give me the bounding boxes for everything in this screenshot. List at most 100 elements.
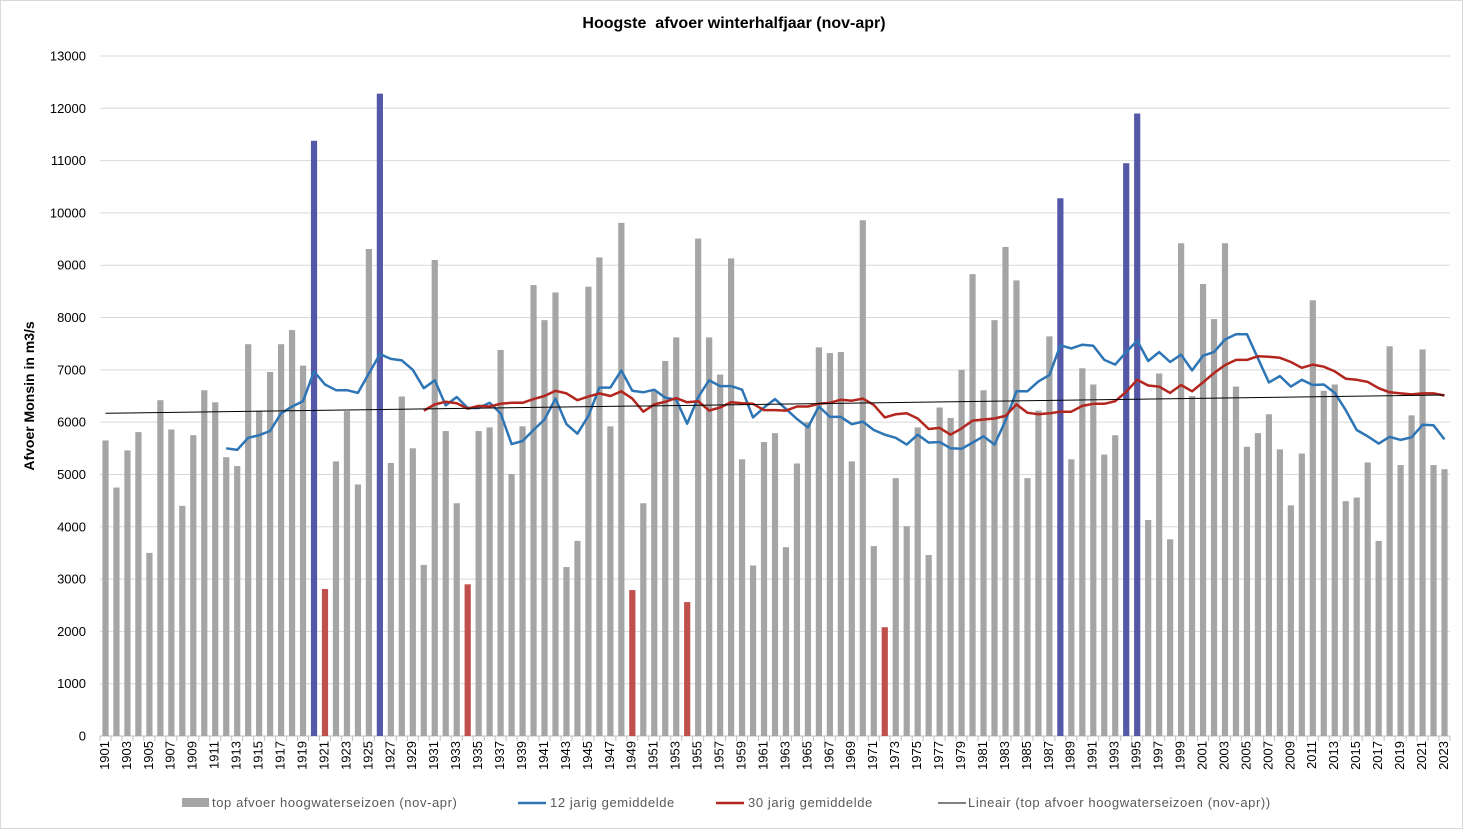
bar-1979	[958, 369, 965, 736]
bar-1944	[574, 540, 581, 736]
bar-1946	[596, 257, 603, 736]
bar-2007	[1265, 414, 1273, 736]
bar-1908	[179, 505, 186, 736]
bar-1906	[157, 400, 164, 736]
bar-1928	[398, 396, 405, 736]
bar-1924	[354, 484, 362, 736]
x-tick-label: 1989	[1063, 741, 1078, 770]
bar-1982	[991, 320, 998, 736]
x-tick-label: 1905	[141, 741, 156, 770]
x-tick-label: 1919	[294, 741, 309, 770]
bar-1993	[1112, 435, 1119, 736]
bar-1936	[486, 427, 493, 736]
bar-1945	[585, 286, 592, 736]
bar-2002	[1210, 319, 1218, 736]
x-tick-label: 1993	[1107, 741, 1122, 770]
bar-1965	[804, 422, 812, 736]
x-tick-label: 1983	[997, 741, 1012, 770]
bar-2010	[1298, 453, 1305, 736]
x-tick-label: 1977	[931, 741, 946, 770]
bar-1910	[201, 390, 208, 736]
bar-1919	[299, 365, 307, 736]
bar-1903	[124, 450, 131, 736]
bar-1950	[640, 503, 647, 736]
x-tick-label: 1995	[1129, 741, 1144, 770]
bar-1969	[848, 461, 855, 736]
bar-1962	[771, 433, 779, 736]
x-tick-label: 1965	[799, 741, 814, 770]
bar-1986	[1035, 410, 1042, 736]
x-tick-label: 1925	[360, 741, 375, 770]
x-tick-label: 1901	[97, 741, 112, 770]
bar-1995	[1134, 113, 1141, 737]
bar-1912	[223, 457, 230, 736]
bar-1941	[541, 320, 548, 736]
bar-1907	[168, 429, 175, 736]
bar-1966	[815, 347, 823, 736]
bar-1970	[859, 220, 866, 736]
x-tick-labels: 1901 1903 1905 1907 1909 1911 1913 1915 1917 1919…	[97, 741, 1451, 770]
chart-title: Hoogste afvoer winterhalfjaar (nov-apr)	[582, 15, 885, 32]
bar-1973	[892, 478, 899, 736]
bar-1976	[925, 555, 932, 736]
x-tick-label: 2001	[1194, 741, 1209, 770]
x-tick-label: 1945	[580, 741, 595, 770]
bar-1940	[530, 285, 537, 736]
bar-1957	[717, 374, 724, 736]
y-tick-label: 0	[79, 729, 86, 744]
bar-1942	[552, 292, 559, 736]
series-line-12-jarig-gemiddelde	[226, 333, 1446, 452]
x-tick-label: 1979	[953, 741, 968, 770]
y-tick-label: 12000	[50, 101, 86, 116]
bar-1915	[256, 410, 263, 736]
bar-2004	[1232, 386, 1240, 736]
bar-1984	[1013, 280, 1020, 736]
y-tick-label: 6000	[57, 415, 86, 430]
x-tick-label: 2013	[1326, 741, 1341, 770]
bar-2000	[1188, 396, 1196, 736]
bar-2013	[1331, 384, 1338, 736]
bar-1998	[1167, 539, 1174, 736]
bar-1916	[267, 371, 274, 736]
x-tick-label: 1927	[382, 741, 397, 770]
x-tick-label: 1985	[1019, 741, 1034, 770]
x-tick-label: 1975	[909, 741, 924, 770]
legend: top afvoer hoogwaterseizoen (nov-apr) 12…	[182, 795, 1270, 810]
x-tick-label: 1937	[492, 741, 507, 770]
bar-1932	[442, 431, 449, 736]
x-tick-label: 2011	[1304, 741, 1319, 769]
x-tick-label: 2023	[1436, 741, 1451, 770]
bar-1996	[1145, 519, 1152, 736]
y-tick-label: 8000	[57, 310, 86, 325]
bar-1991	[1090, 384, 1097, 736]
bar-2014	[1342, 501, 1349, 736]
x-tick-label: 1953	[668, 741, 683, 770]
bar-2006	[1254, 433, 1262, 736]
x-tick-label: 1903	[119, 741, 134, 770]
bar-1954	[684, 602, 691, 736]
x-tick-label: 2003	[1216, 741, 1231, 770]
x-tick-label: 2007	[1260, 741, 1275, 770]
bar-1911	[212, 402, 219, 736]
bar-1937	[497, 349, 504, 736]
x-tick-label: 1997	[1151, 741, 1166, 770]
y-tick-label: 1000	[57, 676, 86, 691]
bar-1985	[1024, 478, 1031, 736]
y-tick-labels: 0 1000 2000 3000 4000 5000 6000 7000 8000 9000 100…	[50, 49, 86, 744]
bar-1926	[376, 93, 383, 736]
x-tick-label: 1947	[602, 741, 617, 770]
bar-1917	[277, 344, 285, 736]
x-tick-label: 1929	[404, 741, 419, 770]
bar-2012	[1320, 390, 1327, 736]
legend-swatch-bars	[182, 798, 209, 807]
bar-1914	[245, 344, 252, 736]
x-tick-label: 1957	[712, 741, 727, 770]
bar-2011	[1309, 300, 1316, 736]
x-tick-label: 1933	[448, 741, 463, 770]
bar-1971	[870, 546, 877, 736]
y-tick-label: 7000	[57, 362, 86, 377]
bar-1992	[1101, 454, 1108, 736]
bar-1923	[343, 411, 351, 736]
legend-item-30-jarig: 30 jarig gemiddelde	[716, 795, 872, 810]
